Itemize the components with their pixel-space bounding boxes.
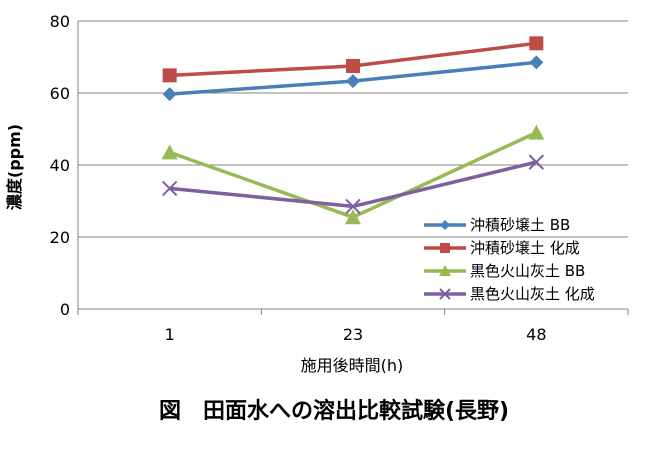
legend-label: 沖積砂壌土 BB <box>470 216 570 234</box>
legend-item-3: 黒色火山灰土 BB <box>424 262 585 280</box>
data-point <box>529 36 544 51</box>
legend-label: 黒色火山灰土 BB <box>470 262 585 280</box>
data-point <box>528 124 545 140</box>
data-point <box>345 209 361 225</box>
series-line-4 <box>169 160 537 209</box>
series-group <box>161 36 545 225</box>
data-point <box>161 180 178 197</box>
y-tick-labels: 0 20 40 60 80 <box>50 12 70 319</box>
x-tick-label: 48 <box>526 325 546 344</box>
x-axis-label: 施用後時間(h) <box>301 356 404 375</box>
y-tick-label: 20 <box>50 228 70 247</box>
legend-marker <box>439 288 451 300</box>
series-3 <box>161 124 545 225</box>
series-4 <box>161 154 545 215</box>
y-tick-label: 0 <box>60 300 70 319</box>
data-point <box>529 55 544 70</box>
x-tick-labels: 1 23 48 <box>165 325 547 344</box>
y-tick-label: 60 <box>50 84 70 103</box>
data-point <box>528 154 545 170</box>
legend-item-4: 黒色火山灰土 化成 <box>424 285 595 303</box>
figure-caption: 図 田面水への溶出比較試験(長野) <box>159 398 509 424</box>
legend-label: 黒色火山灰土 化成 <box>470 285 595 303</box>
legend-item-1: 沖積砂壌土 BB <box>424 216 570 234</box>
legend-marker <box>439 265 451 276</box>
x-tick-label: 1 <box>165 325 175 344</box>
data-point <box>161 144 178 160</box>
legend-marker <box>440 243 450 253</box>
series-2 <box>162 36 544 83</box>
legend-item-2: 沖積砂壌土 化成 <box>424 239 580 257</box>
data-point <box>162 87 177 102</box>
y-tick-label: 40 <box>50 156 70 175</box>
y-axis-label: 濃度(ppm) <box>5 124 24 210</box>
series-1 <box>162 55 544 102</box>
data-point <box>346 59 360 73</box>
y-tick-label: 80 <box>50 12 70 31</box>
data-point <box>162 68 177 83</box>
legend-label: 沖積砂壌土 化成 <box>470 239 580 257</box>
data-point <box>346 74 360 89</box>
data-point <box>345 198 361 215</box>
legend-marker <box>440 220 450 230</box>
x-tick-label: 23 <box>343 325 363 344</box>
